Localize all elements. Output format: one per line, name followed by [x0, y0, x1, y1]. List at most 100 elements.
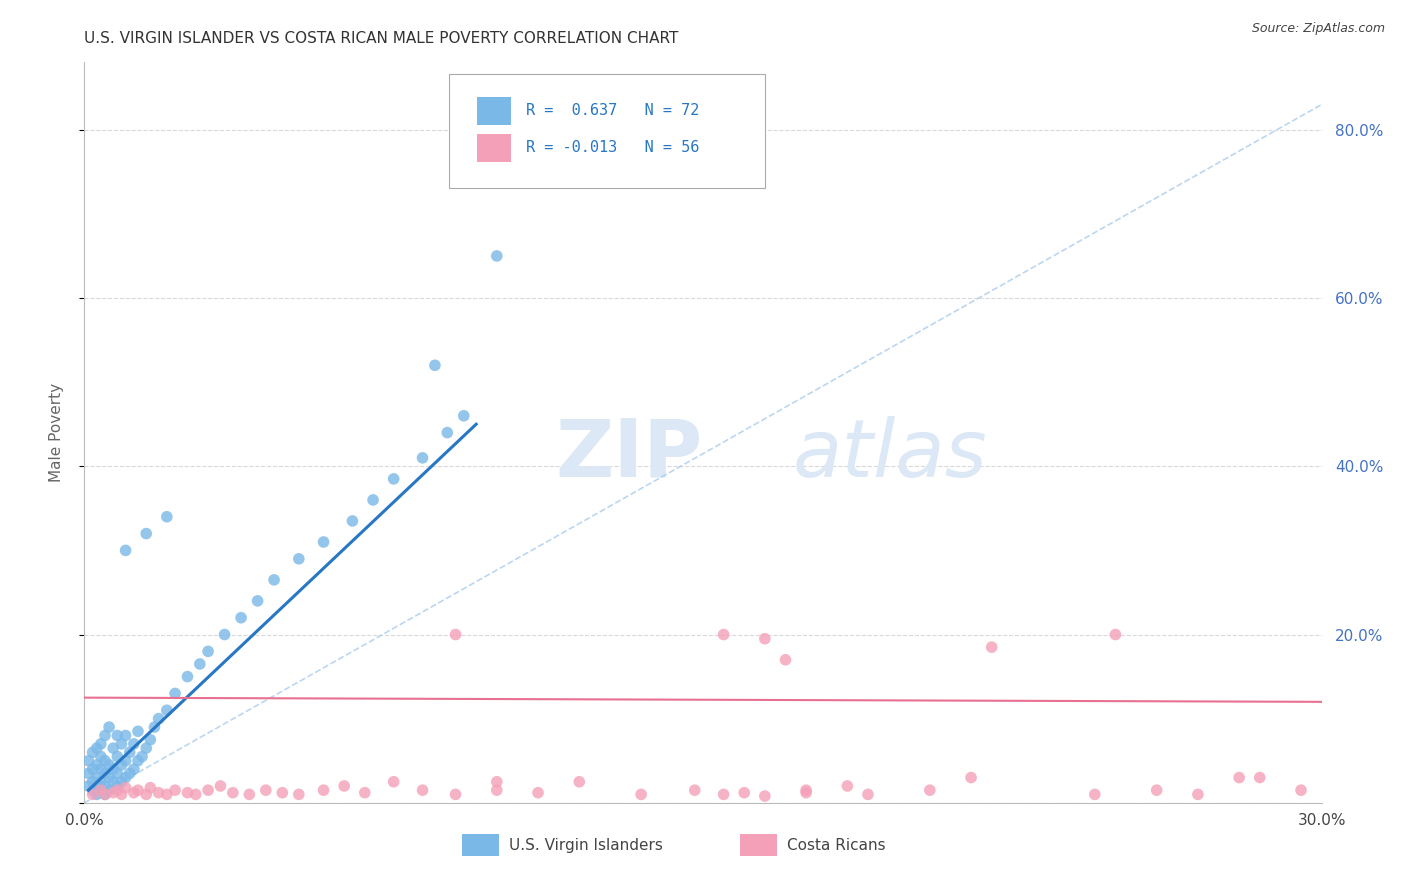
Text: U.S. Virgin Islanders: U.S. Virgin Islanders	[509, 838, 662, 853]
Point	[775, 653, 797, 667]
Point	[436, 425, 458, 440]
Point	[105, 729, 128, 743]
Point	[733, 786, 755, 800]
Point	[94, 754, 117, 768]
Bar	[740, 834, 778, 856]
Point	[485, 249, 508, 263]
Point	[754, 789, 776, 803]
Point	[86, 779, 108, 793]
Point	[114, 543, 136, 558]
Text: Source: ZipAtlas.com: Source: ZipAtlas.com	[1251, 22, 1385, 36]
Point	[980, 640, 1002, 655]
Point	[176, 670, 198, 684]
Point	[98, 758, 121, 772]
Point	[98, 720, 121, 734]
Point	[127, 724, 149, 739]
Point	[209, 779, 232, 793]
Point	[444, 788, 467, 802]
Point	[118, 766, 141, 780]
Point	[90, 783, 112, 797]
Point	[713, 788, 735, 802]
Point	[754, 632, 776, 646]
Point	[135, 526, 157, 541]
Point	[86, 741, 108, 756]
Bar	[477, 135, 512, 162]
Point	[794, 783, 817, 797]
Point	[122, 762, 145, 776]
Point	[82, 745, 104, 759]
Point	[263, 573, 285, 587]
Point	[131, 749, 153, 764]
Point	[105, 779, 128, 793]
Point	[288, 788, 311, 802]
Point	[110, 788, 132, 802]
Point	[122, 786, 145, 800]
Point	[82, 774, 104, 789]
Point	[188, 657, 211, 671]
Point	[184, 788, 207, 802]
Point	[122, 737, 145, 751]
Point	[527, 786, 550, 800]
Point	[77, 779, 100, 793]
Text: R = -0.013   N = 56: R = -0.013 N = 56	[526, 140, 699, 155]
Point	[139, 780, 162, 795]
Point	[103, 786, 125, 800]
Point	[118, 745, 141, 759]
Point	[148, 786, 170, 800]
Point	[165, 783, 187, 797]
Point	[94, 788, 117, 802]
Point	[176, 786, 198, 800]
Point	[856, 788, 879, 802]
Point	[1084, 788, 1107, 802]
Point	[103, 762, 125, 776]
Point	[127, 783, 149, 797]
Point	[214, 627, 236, 641]
Point	[197, 783, 219, 797]
Point	[423, 359, 446, 373]
Text: U.S. VIRGIN ISLANDER VS COSTA RICAN MALE POVERTY CORRELATION CHART: U.S. VIRGIN ISLANDER VS COSTA RICAN MALE…	[84, 31, 679, 46]
Point	[1289, 783, 1312, 797]
Point	[568, 774, 591, 789]
Point	[918, 783, 941, 797]
Point	[238, 788, 260, 802]
Point	[90, 783, 112, 797]
Point	[222, 786, 245, 800]
Point	[114, 780, 136, 795]
Point	[1227, 771, 1250, 785]
Point	[485, 774, 508, 789]
Point	[110, 774, 132, 789]
Point	[139, 732, 162, 747]
Point	[246, 594, 269, 608]
Point	[135, 788, 157, 802]
Point	[1146, 783, 1168, 797]
Point	[82, 788, 104, 802]
Point	[453, 409, 475, 423]
Point	[444, 627, 467, 641]
Point	[98, 771, 121, 785]
Point	[94, 729, 117, 743]
Point	[254, 783, 277, 797]
Point	[148, 712, 170, 726]
Point	[90, 774, 112, 789]
Point	[90, 749, 112, 764]
Point	[156, 509, 179, 524]
Point	[114, 754, 136, 768]
Point	[271, 786, 294, 800]
Point	[114, 771, 136, 785]
Point	[94, 766, 117, 780]
Text: atlas: atlas	[793, 416, 987, 494]
Point	[90, 762, 112, 776]
Point	[82, 762, 104, 776]
Point	[683, 783, 706, 797]
Point	[94, 779, 117, 793]
Point	[837, 779, 859, 793]
Point	[312, 535, 335, 549]
Point	[485, 783, 508, 797]
Point	[86, 758, 108, 772]
Text: ZIP: ZIP	[555, 416, 703, 494]
Point	[86, 788, 108, 802]
Point	[333, 779, 356, 793]
Point	[103, 774, 125, 789]
Text: Costa Ricans: Costa Ricans	[787, 838, 886, 853]
Point	[713, 627, 735, 641]
